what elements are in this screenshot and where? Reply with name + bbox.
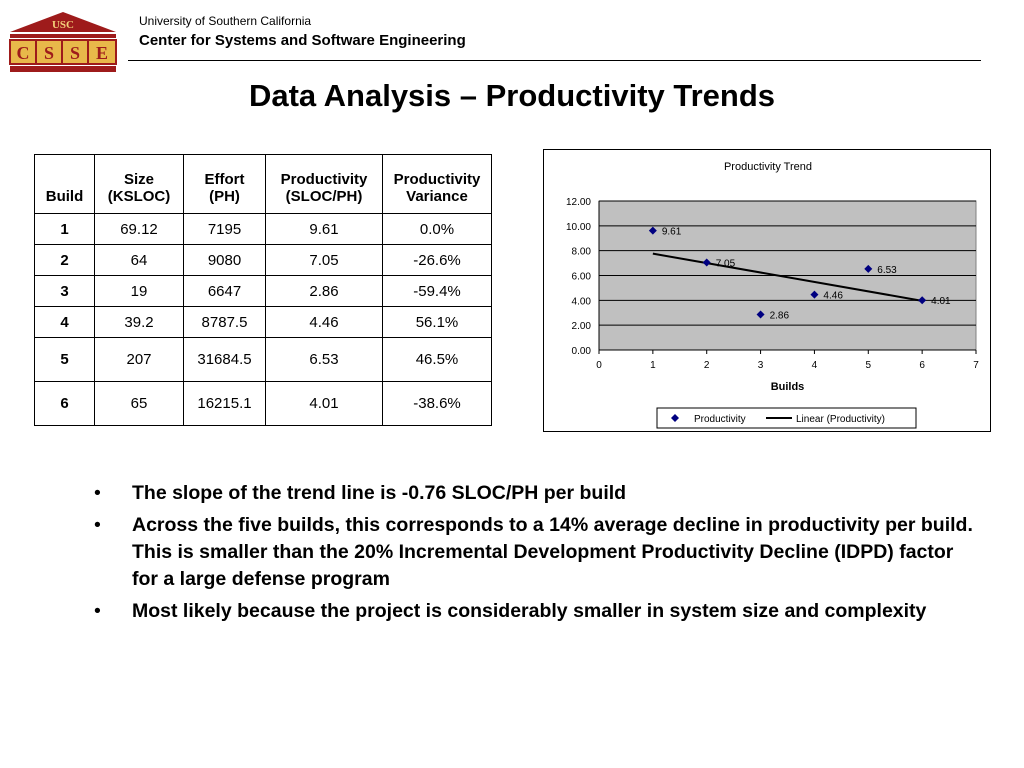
x-tick-label: 0 — [596, 360, 602, 371]
table-row: 2 64 9080 7.05 -26.6% — [34, 244, 492, 276]
x-tick-label: 1 — [650, 360, 656, 371]
logo-letter: C — [17, 43, 30, 63]
productivity-trend-chart: Productivity Trend 0.00 2.00 4.00 6.00 8.00 10… — [543, 149, 991, 432]
table-row: 5 207 31684.5 6.53 46.5% — [34, 337, 492, 382]
cell-effort: 9080 — [183, 244, 266, 276]
data-point — [864, 264, 873, 273]
x-tick-label: 2 — [704, 360, 710, 371]
cell-effort: 6647 — [183, 275, 266, 307]
cell-effort: 31684.5 — [183, 337, 266, 382]
logo-letter: S — [70, 43, 80, 63]
y-tick-label: 12.00 — [566, 197, 591, 208]
trendline — [652, 252, 923, 302]
x-tick-label: 7 — [973, 360, 979, 371]
cell-build: 2 — [34, 244, 95, 276]
y-tick-label: 6.00 — [572, 272, 592, 283]
data-label: 6.53 — [877, 265, 897, 276]
cell-build: 6 — [34, 381, 95, 426]
data-point — [702, 258, 711, 267]
chart-svg: Productivity Trend0.002.004.006.008.0010… — [566, 161, 979, 429]
col-header-variance: Productivity Variance — [382, 154, 492, 214]
table-row: 1 69.12 7195 9.61 0.0% — [34, 213, 492, 245]
logo-letter: S — [44, 43, 54, 63]
cell-variance: 56.1% — [382, 306, 492, 338]
table-row: 6 65 16215.1 4.01 -38.6% — [34, 381, 492, 426]
col-header-size: Size (KSLOC) — [94, 154, 184, 214]
x-tick-label: 5 — [866, 360, 872, 371]
slide-title: Data Analysis – Productivity Trends — [248, 78, 776, 113]
cell-productivity: 4.01 — [265, 381, 383, 426]
data-label: 2.86 — [770, 310, 790, 321]
cell-build: 3 — [34, 275, 95, 307]
cell-variance: -26.6% — [382, 244, 492, 276]
data-point — [918, 296, 927, 305]
cell-size: 65 — [94, 381, 184, 426]
csse-logo: USC C S S E — [9, 12, 117, 72]
chart-title: Productivity Trend — [724, 161, 812, 173]
col-header-build: Build — [34, 154, 95, 214]
col-header-effort: Effort (PH) — [183, 154, 266, 214]
cell-size: 64 — [94, 244, 184, 276]
cell-size: 69.12 — [94, 213, 184, 245]
bullet-dot: • — [94, 482, 101, 504]
logo-usc-text: USC — [52, 19, 74, 31]
bullet-dot: • — [94, 600, 101, 622]
logo-letters: C S S E — [9, 39, 117, 65]
bullet-text: Across the five builds, this corresponds… — [132, 514, 973, 590]
cell-effort: 7195 — [183, 213, 266, 245]
logo-letter: E — [96, 43, 108, 63]
bullet-list: • The slope of the trend line is -0.76 SL… — [94, 480, 974, 630]
cell-productivity: 6.53 — [265, 337, 383, 382]
data-point — [648, 226, 657, 235]
bullet-text: The slope of the trend line is -0.76 SLO… — [132, 482, 627, 504]
cell-build: 4 — [34, 306, 95, 338]
cell-size: 207 — [94, 337, 184, 382]
table-row: 3 19 6647 2.86 -59.4% — [34, 275, 492, 307]
cell-productivity: 9.61 — [265, 213, 383, 245]
y-tick-label: 0.00 — [572, 346, 592, 357]
legend-label-trendline: Linear (Productivity) — [796, 414, 885, 425]
data-label: 7.05 — [716, 258, 736, 269]
y-tick-label: 10.00 — [566, 222, 591, 233]
center-name: Center for Systems and Software Engineer… — [139, 32, 466, 49]
cell-variance: -59.4% — [382, 275, 492, 307]
university-name: University of Southern California — [139, 14, 312, 28]
table-header-row: Build Size (KSLOC) Effort (PH) Productivit… — [34, 154, 492, 214]
cell-size: 19 — [94, 275, 184, 307]
cell-productivity: 4.46 — [265, 306, 383, 338]
cell-build: 5 — [34, 337, 95, 382]
cell-productivity: 2.86 — [265, 275, 383, 307]
bullet-item: • Most likely because the project is cons… — [94, 598, 974, 625]
legend-label-productivity: Productivity — [694, 414, 746, 425]
data-label: 4.46 — [823, 291, 843, 302]
x-axis-title: Builds — [771, 381, 805, 393]
productivity-table: Build Size (KSLOC) Effort (PH) Productivit… — [34, 154, 492, 426]
bullet-dot: • — [94, 514, 101, 536]
cell-effort: 16215.1 — [183, 381, 266, 426]
y-tick-label: 4.00 — [572, 296, 592, 307]
cell-build: 1 — [34, 213, 95, 245]
y-tick-label: 8.00 — [572, 247, 592, 258]
cell-effort: 8787.5 — [183, 306, 266, 338]
bullet-text: Most likely because the project is consi… — [132, 600, 927, 622]
x-tick-label: 6 — [919, 360, 925, 371]
cell-variance: -38.6% — [382, 381, 492, 426]
col-header-productivity: Productivity (SLOC/PH) — [265, 154, 383, 214]
cell-size: 39.2 — [94, 306, 184, 338]
bullet-item: • Across the five builds, this correspond… — [94, 512, 974, 593]
header-divider — [128, 60, 981, 61]
cell-variance: 46.5% — [382, 337, 492, 382]
x-tick-label: 4 — [812, 360, 818, 371]
data-label: 9.61 — [662, 227, 682, 238]
cell-variance: 0.0% — [382, 213, 492, 245]
data-point — [756, 310, 765, 319]
table-row: 4 39.2 8787.5 4.46 56.1% — [34, 306, 492, 338]
data-point — [810, 290, 819, 299]
cell-productivity: 7.05 — [265, 244, 383, 276]
legend-marker-productivity — [671, 414, 679, 422]
data-label: 4.01 — [931, 296, 951, 307]
x-tick-label: 3 — [758, 360, 764, 371]
y-tick-label: 2.00 — [572, 321, 592, 332]
bullet-item: • The slope of the trend line is -0.76 SL… — [94, 480, 974, 507]
